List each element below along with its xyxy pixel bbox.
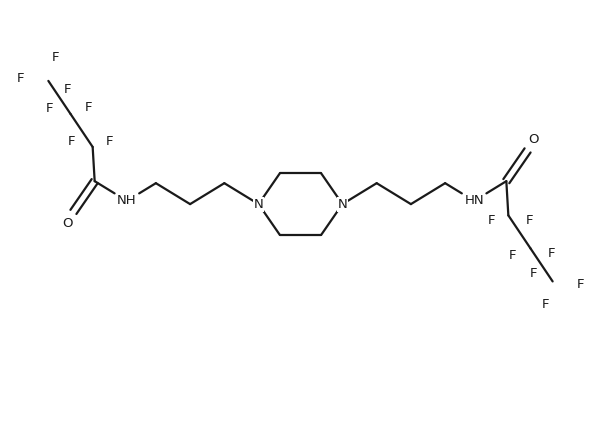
Text: F: F [488, 215, 495, 227]
Text: N: N [254, 198, 263, 211]
Text: F: F [68, 135, 75, 148]
Text: F: F [577, 278, 584, 291]
Text: F: F [46, 102, 53, 115]
Text: F: F [64, 83, 72, 96]
Text: F: F [529, 266, 537, 280]
Text: HN: HN [465, 193, 484, 207]
Text: N: N [338, 198, 347, 211]
Text: F: F [85, 101, 92, 114]
Text: F: F [51, 51, 59, 64]
Text: O: O [63, 217, 73, 230]
Text: O: O [528, 133, 538, 146]
Text: F: F [548, 247, 555, 261]
Text: F: F [526, 215, 533, 227]
Text: F: F [17, 71, 24, 85]
Text: NH: NH [117, 193, 136, 207]
Text: F: F [509, 249, 516, 262]
Text: F: F [542, 298, 550, 312]
Text: F: F [106, 135, 113, 148]
